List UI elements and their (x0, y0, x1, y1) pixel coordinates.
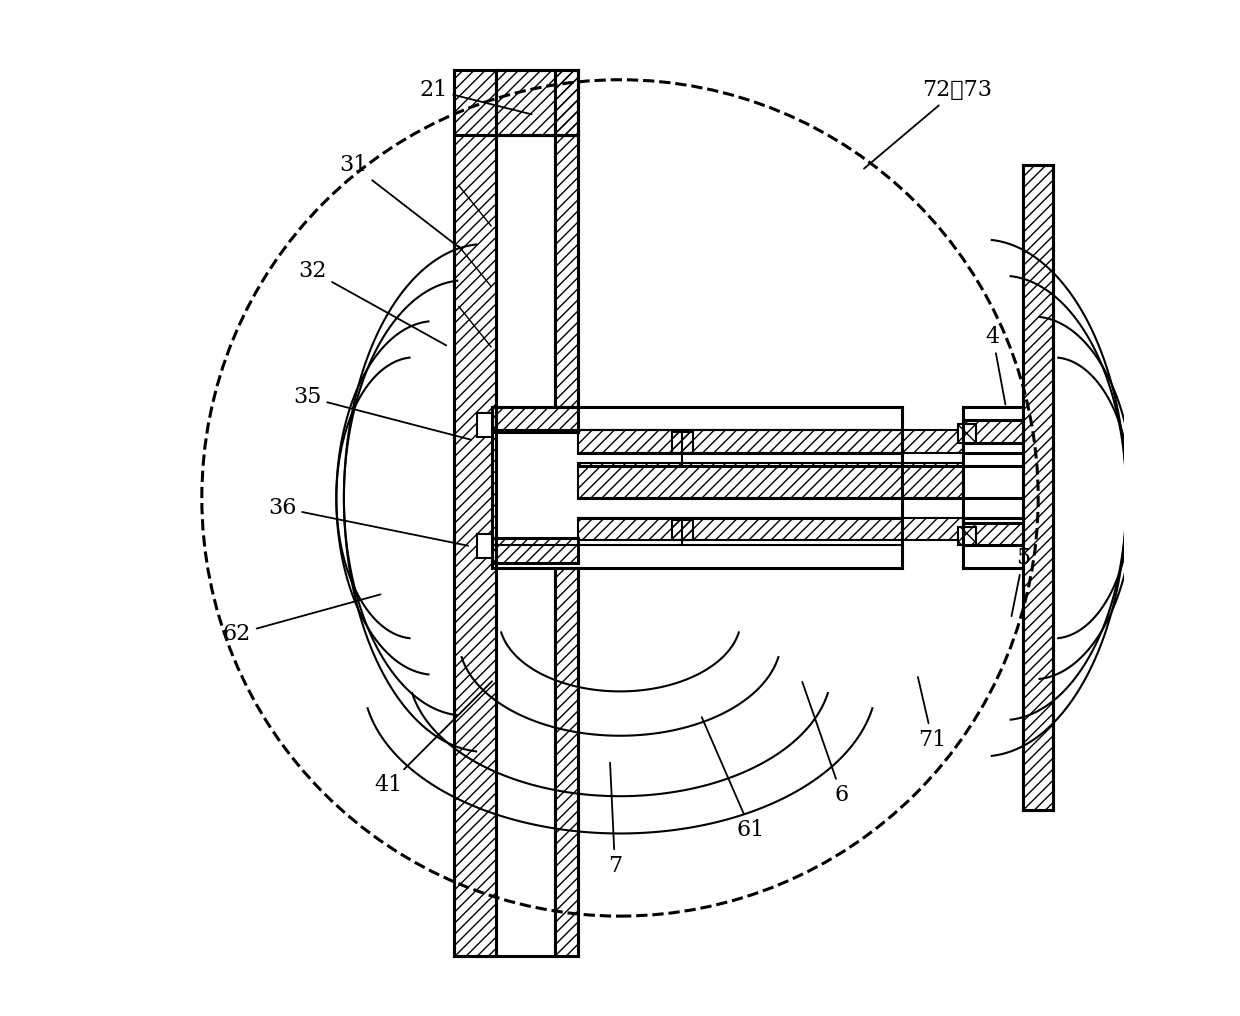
Text: 4: 4 (986, 326, 1006, 404)
Bar (957, 425, 976, 443)
Bar (957, 527, 976, 546)
Bar (496, 70, 578, 135)
Bar (554, 569, 578, 956)
Bar (578, 431, 962, 452)
Bar (477, 414, 494, 438)
Text: 31: 31 (339, 154, 461, 249)
Text: 62: 62 (223, 594, 381, 645)
Bar (1023, 166, 1053, 811)
Bar (962, 421, 1023, 443)
Text: 72、73: 72、73 (864, 79, 992, 169)
Bar (492, 538, 578, 564)
Text: 5: 5 (1012, 548, 1030, 616)
Bar (578, 462, 962, 498)
Bar (578, 518, 962, 541)
Bar (492, 407, 578, 433)
Text: 41: 41 (374, 682, 492, 797)
Text: 61: 61 (702, 717, 765, 841)
Text: 32: 32 (299, 260, 446, 345)
Text: 35: 35 (294, 386, 471, 440)
Bar (962, 523, 1023, 546)
Text: 6: 6 (802, 682, 848, 806)
Bar (454, 70, 496, 956)
Text: 7: 7 (608, 763, 622, 877)
Text: 21: 21 (419, 79, 532, 115)
Bar (672, 433, 693, 452)
Bar (477, 534, 494, 559)
Bar (672, 520, 693, 541)
Bar (554, 70, 578, 407)
Text: 36: 36 (268, 497, 469, 546)
Text: 71: 71 (918, 677, 946, 751)
